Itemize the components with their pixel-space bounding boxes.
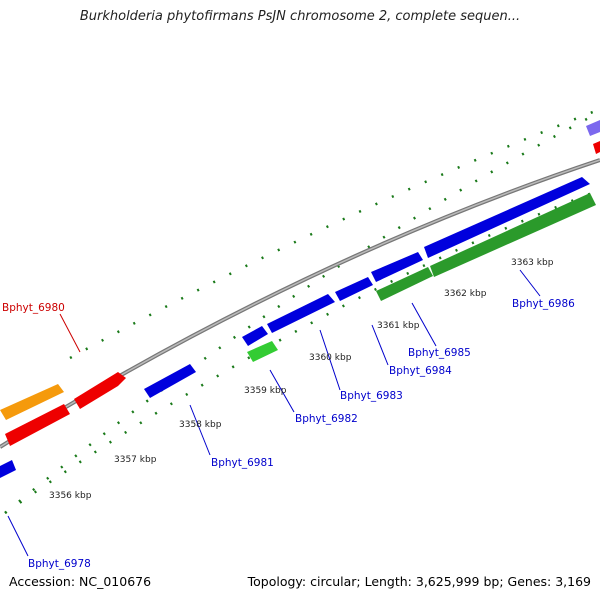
gene-dkgreen-b [430, 193, 596, 277]
gene-red-6980 [74, 372, 126, 409]
gene-dkgreen-a [376, 267, 433, 301]
gene-blue-6985 [371, 252, 423, 282]
pos-label-3361: 3361 kbp [377, 321, 420, 331]
gene-blue-6982 [242, 326, 268, 346]
pos-label-3358: 3358 kbp [179, 420, 222, 430]
forward-genes [0, 120, 600, 478]
gene-label-6982: Bphyt_6982 [295, 413, 358, 425]
gene-label-6984: Bphyt_6984 [389, 365, 452, 377]
gene-label-6985: Bphyt_6985 [408, 347, 471, 359]
summary-text: Topology: circular; Length: 3,625,999 bp… [247, 574, 591, 589]
backbone-inner [0, 159, 600, 448]
gene-blue-6984 [335, 277, 373, 301]
gene-red-2 [5, 404, 70, 446]
gene-orange [0, 384, 64, 420]
leader-lines [7, 269, 541, 557]
gene-label-6986: Bphyt_6986 [512, 298, 575, 310]
gene-label-6983: Bphyt_6983 [340, 390, 403, 402]
pos-label-3357: 3357 kbp [114, 455, 157, 465]
accession-text: Accession: NC_010676 [9, 574, 152, 589]
gene-blue-6981 [144, 364, 196, 398]
gene-labels: Bphyt_6978 Bphyt_6980 Bphyt_6981 Bphyt_6… [2, 298, 575, 570]
gene-label-6980: Bphyt_6980 [2, 302, 65, 314]
gene-label-6978: Bphyt_6978 [28, 558, 91, 570]
backbone-outer [0, 158, 600, 449]
gene-red-top [593, 141, 600, 154]
gene-purple [586, 120, 600, 136]
reverse-genes [247, 193, 596, 362]
pos-label-3363: 3363 kbp [511, 258, 554, 268]
gene-blue-6986 [424, 177, 590, 258]
pos-label-3362: 3362 kbp [444, 289, 487, 299]
pos-label-3356: 3356 kbp [49, 491, 92, 501]
gene-green-6982 [247, 341, 278, 362]
upper-tick-arc [0, 113, 600, 432]
gene-blue-6983 [267, 294, 335, 333]
map-title: Burkholderia phytofirmans PsJN chromosom… [79, 9, 521, 24]
gene-label-6981: Bphyt_6981 [211, 457, 274, 469]
pos-label-3359: 3359 kbp [244, 386, 287, 396]
gene-blue-left [0, 460, 16, 478]
pos-label-3360: 3360 kbp [309, 353, 352, 363]
position-labels: 3356 kbp 3357 kbp 3358 kbp 3359 kbp 3360… [49, 258, 554, 501]
